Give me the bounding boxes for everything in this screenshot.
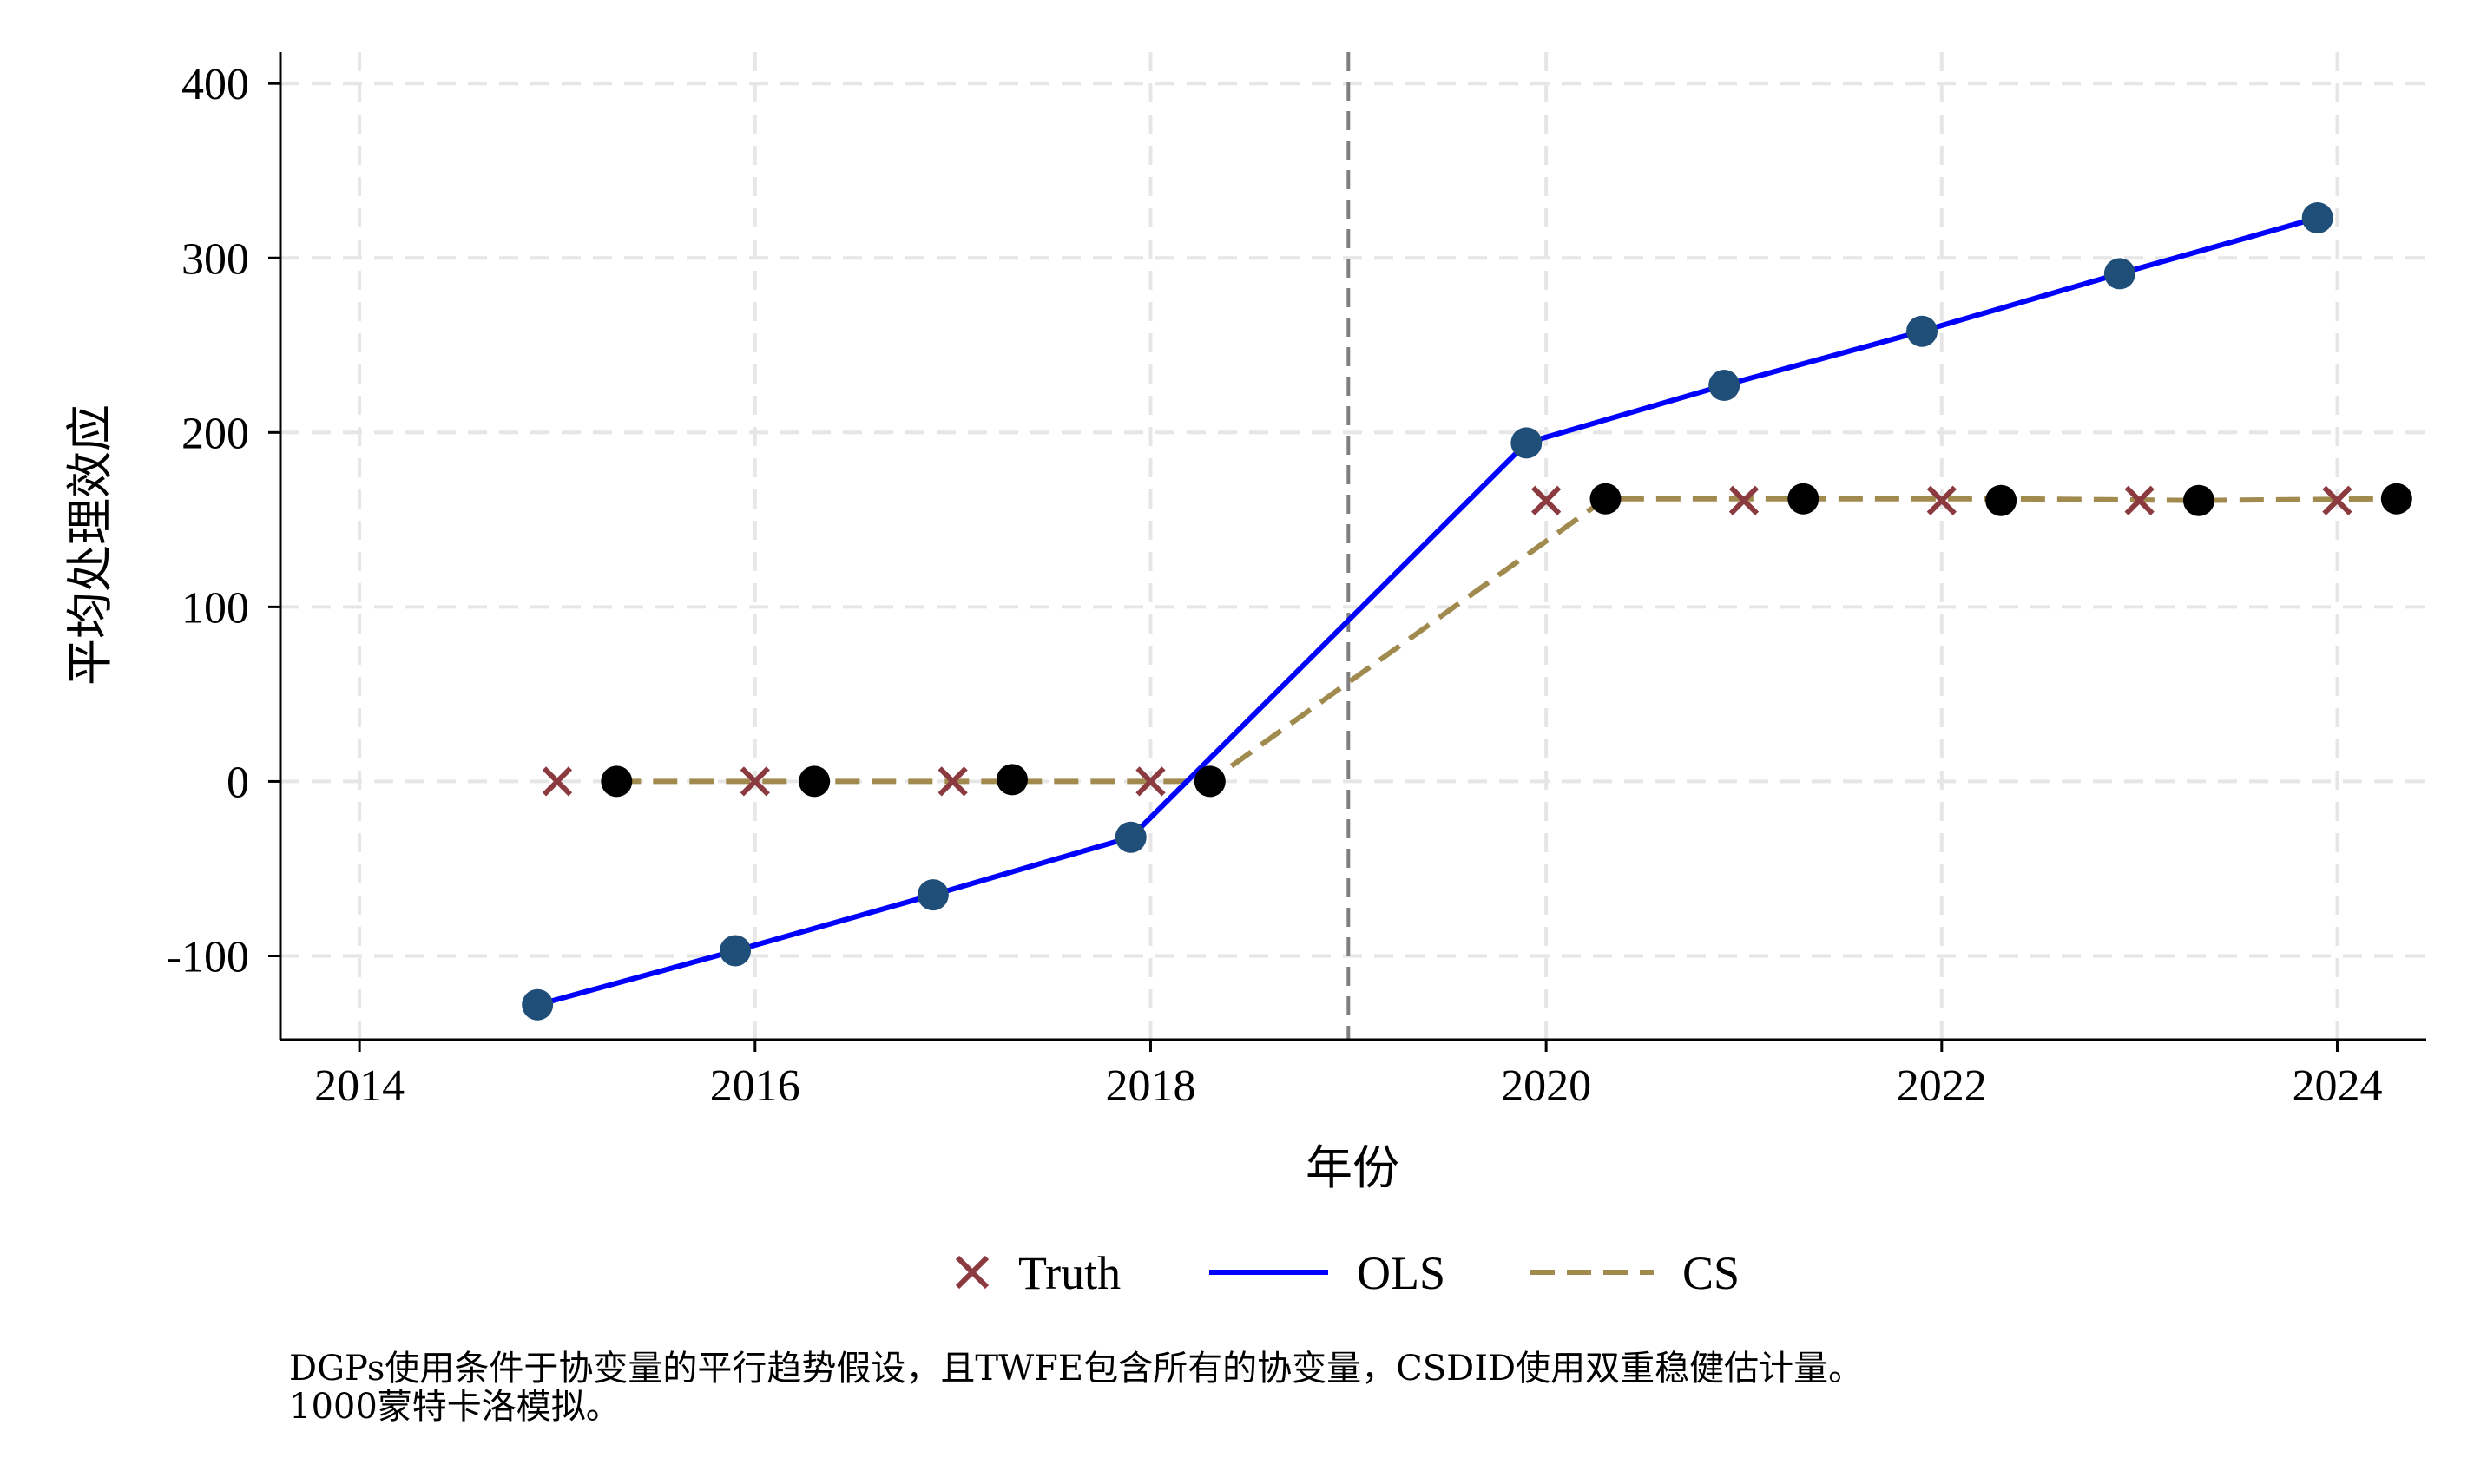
truth-marker xyxy=(2124,485,2155,515)
ols-point xyxy=(720,935,752,967)
truth-marker-stroke xyxy=(2124,485,2155,515)
ols-point xyxy=(522,988,554,1021)
plot-area xyxy=(522,202,2412,1021)
truth-marker xyxy=(1926,485,1957,515)
truth-marker xyxy=(1531,485,1562,515)
truth-marker xyxy=(1728,485,1760,515)
tick-labels: -100 0 100 200 300 400 2014 2016 2018 2020 2022 202… xyxy=(167,60,2383,1111)
note-line-2: 1000蒙特卡洛模拟。 xyxy=(289,1387,621,1427)
y-axis-title: 平均处理效应 xyxy=(63,404,117,686)
note-line-1: DGPs使用条件于协变量的平行趋势假设，且TWFE包含所有的协变量，CSDID使… xyxy=(289,1349,1863,1389)
x-axis-title: 年份 xyxy=(1306,1140,1399,1195)
x-tick-label: 2020 xyxy=(1501,1061,1591,1111)
truth-marker-stroke xyxy=(740,766,770,797)
truth-marker-stroke xyxy=(1531,485,1562,515)
ols-point xyxy=(1115,821,1147,853)
legend-truth-symbol xyxy=(955,1255,990,1290)
y-tick-label: 300 xyxy=(181,234,249,284)
truth-marker-stroke xyxy=(938,766,968,797)
truth-marker-stroke xyxy=(2322,485,2352,515)
legend-item-truth: Truth xyxy=(955,1247,1121,1299)
legend-label-ols: OLS xyxy=(1357,1247,1445,1299)
cs-point xyxy=(799,765,831,798)
ols-point xyxy=(917,879,949,911)
y-tick-label: -100 xyxy=(167,932,249,982)
truth-marker-stroke xyxy=(1135,766,1166,797)
cs-point xyxy=(1787,483,1819,515)
truth-marker xyxy=(740,766,770,797)
x-tick-label: 2024 xyxy=(2292,1061,2382,1111)
cs-point xyxy=(1985,484,2017,516)
y-tick-label: 400 xyxy=(181,60,249,109)
legend-label-truth: Truth xyxy=(1018,1247,1121,1299)
legend-item-cs: CS xyxy=(1530,1247,1740,1299)
legend: Truth OLS CS xyxy=(955,1247,1740,1299)
cs-point xyxy=(2380,483,2412,515)
truth-marker-stroke xyxy=(542,766,573,797)
truth-marker xyxy=(2322,485,2352,515)
truth-marker xyxy=(542,766,573,797)
y-tick-label: 100 xyxy=(181,583,249,633)
y-tick-label: 0 xyxy=(227,758,249,807)
x-tick-label: 2016 xyxy=(710,1061,800,1111)
truth-marker xyxy=(1135,766,1166,797)
ols-point xyxy=(1906,315,1938,347)
x-tick-label: 2018 xyxy=(1105,1061,1195,1111)
ols-point xyxy=(1708,370,1740,402)
cs-point xyxy=(1589,483,1622,515)
cs-point xyxy=(2182,484,2214,516)
ols-point xyxy=(1510,427,1543,459)
axes xyxy=(268,52,2426,1052)
legend-item-ols: OLS xyxy=(1209,1247,1445,1299)
ols-point xyxy=(2301,202,2333,234)
truth-marker-stroke xyxy=(1926,485,1957,515)
cs-point xyxy=(1194,765,1226,798)
cs-point xyxy=(601,765,633,798)
legend-label-cs: CS xyxy=(1682,1247,1740,1299)
ols-point xyxy=(2103,258,2135,290)
cs-point xyxy=(996,764,1028,796)
x-tick-label: 2014 xyxy=(314,1061,405,1111)
x-tick-label: 2022 xyxy=(1897,1061,1987,1111)
y-tick-label: 200 xyxy=(181,409,249,458)
truth-marker-stroke xyxy=(1728,485,1760,515)
truth-marker xyxy=(938,766,968,797)
